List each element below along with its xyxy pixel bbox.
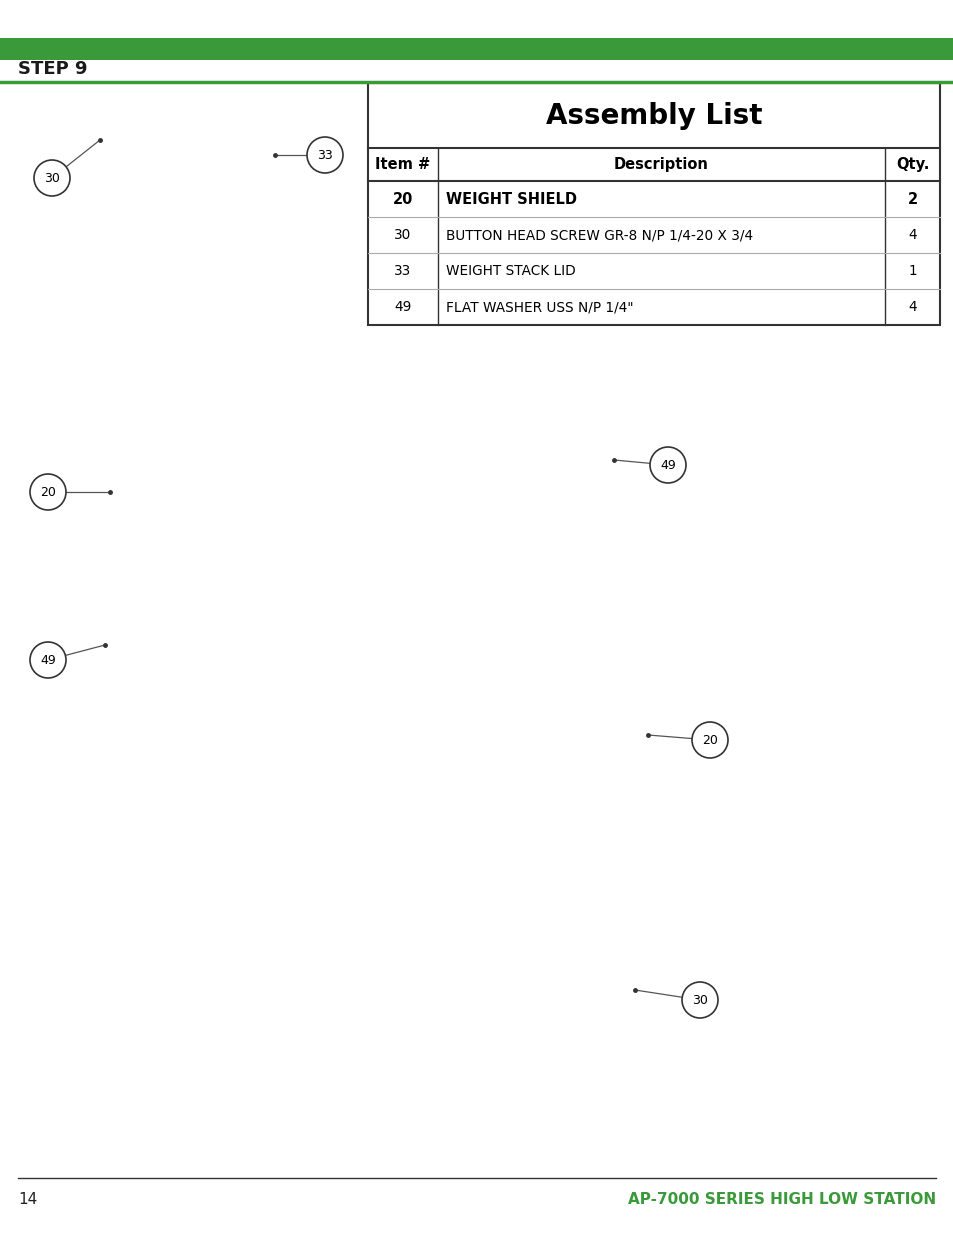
Text: WEIGHT STACK LID: WEIGHT STACK LID (446, 264, 575, 278)
Text: 20: 20 (40, 485, 56, 499)
Text: 33: 33 (316, 148, 333, 162)
Text: Assembly List: Assembly List (545, 101, 761, 130)
Text: 30: 30 (394, 228, 411, 242)
Text: 2: 2 (906, 191, 917, 206)
Circle shape (34, 161, 70, 196)
Circle shape (30, 474, 66, 510)
Text: 20: 20 (701, 734, 718, 746)
Circle shape (691, 722, 727, 758)
Text: 4: 4 (907, 228, 916, 242)
Bar (368, 83, 939, 325)
Circle shape (30, 642, 66, 678)
Text: AP-7000 SERIES HIGH LOW STATION: AP-7000 SERIES HIGH LOW STATION (627, 1193, 935, 1208)
Text: BUTTON HEAD SCREW GR-8 N/P 1/4-20 X 3/4: BUTTON HEAD SCREW GR-8 N/P 1/4-20 X 3/4 (446, 228, 752, 242)
Circle shape (307, 137, 343, 173)
Text: FLAT WASHER USS N/P 1/4": FLAT WASHER USS N/P 1/4" (446, 300, 633, 314)
Text: 4: 4 (907, 300, 916, 314)
Text: WEIGHT SHIELD: WEIGHT SHIELD (446, 191, 577, 206)
Circle shape (649, 447, 685, 483)
Text: 1: 1 (907, 264, 916, 278)
Text: 49: 49 (659, 458, 675, 472)
Text: 49: 49 (40, 653, 56, 667)
Text: Item #: Item # (375, 157, 430, 172)
Text: Description: Description (614, 157, 708, 172)
Bar (0, 38, 953, 61)
Text: Qty.: Qty. (895, 157, 928, 172)
Text: 30: 30 (44, 172, 60, 184)
Text: 14: 14 (18, 1193, 37, 1208)
Text: 33: 33 (394, 264, 411, 278)
Text: 49: 49 (394, 300, 412, 314)
Text: 30: 30 (691, 993, 707, 1007)
Text: 20: 20 (393, 191, 413, 206)
Circle shape (681, 982, 718, 1018)
Text: STEP 9: STEP 9 (18, 61, 88, 78)
